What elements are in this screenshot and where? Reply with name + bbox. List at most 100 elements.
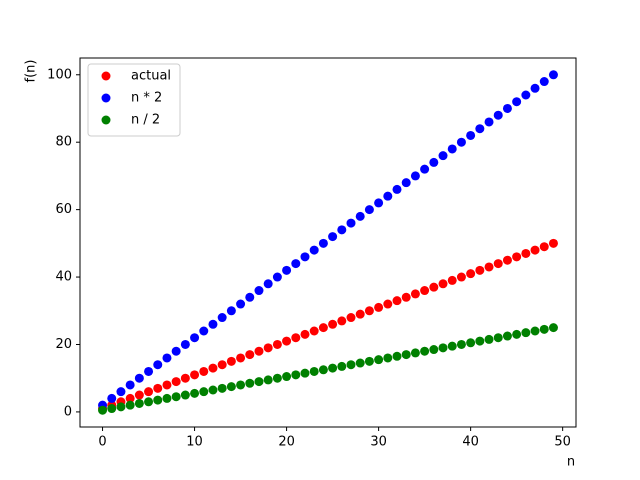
point [493,259,503,269]
point [236,299,246,309]
point [438,343,448,353]
y-tick-label: 0 [64,404,72,419]
x-tick-label: 10 [186,435,203,450]
point [355,309,365,319]
y-tick-label: 20 [55,337,72,352]
point [272,339,282,349]
x-tick-label: 0 [98,435,106,450]
point [539,242,549,252]
legend-label: actual [131,69,171,84]
point [171,377,181,387]
point [456,137,466,147]
point [300,329,310,339]
y-tick-label: 60 [55,202,72,217]
point [245,378,255,388]
point [272,373,282,383]
point [502,255,512,265]
y-tick-label: 80 [55,135,72,150]
point [144,366,154,376]
point [512,329,522,339]
point [153,383,163,393]
x-tick-label: 50 [554,435,571,450]
legend-label: n / 2 [131,113,160,128]
point [125,380,135,390]
point [162,393,172,403]
point [107,404,117,414]
point [484,117,494,127]
point [328,232,338,242]
point [328,363,338,373]
series [98,238,558,414]
point [429,282,439,292]
point [282,265,292,275]
point [521,90,531,100]
point [309,366,319,376]
point [245,292,255,302]
point [116,402,126,412]
point [180,339,190,349]
point [383,299,393,309]
point [318,238,328,248]
point [346,360,356,370]
point [420,346,430,356]
point [466,130,476,140]
point [466,269,476,279]
point [447,144,457,154]
point [116,387,126,397]
point [493,333,503,343]
point [383,191,393,201]
point [190,333,200,343]
series [98,323,558,415]
point [374,302,384,312]
point [199,326,209,336]
point [190,370,200,380]
legend: actual n * 2 n / 2 [87,63,181,137]
legend-box [87,63,181,137]
point [254,377,264,387]
point [107,393,117,403]
point [226,382,236,392]
point [539,77,549,87]
point [199,387,209,397]
point [217,360,227,370]
point [530,245,540,255]
point [318,365,328,375]
point [355,358,365,368]
point [226,306,236,316]
point [180,373,190,383]
point [512,252,522,262]
point [309,326,319,336]
point [217,383,227,393]
point [190,388,200,398]
point [374,355,384,365]
point [208,385,218,395]
point [539,324,549,334]
point [291,370,301,380]
y-axis-label: f(n) [24,60,39,83]
plot-frame [79,57,577,428]
legend-marker [101,115,111,125]
point [548,238,558,248]
point [263,279,273,289]
point [254,286,264,296]
point [502,103,512,113]
point [392,351,402,361]
point [530,326,540,336]
point [401,292,411,302]
point [410,348,420,358]
point [144,387,154,397]
point [98,405,108,415]
point [521,328,531,338]
point [162,353,172,363]
x-tick-label: 30 [370,435,387,450]
point [484,262,494,272]
point [401,350,411,360]
point [282,336,292,346]
legend-marker [101,71,111,81]
series [98,70,558,410]
point [291,259,301,269]
point [484,334,494,344]
x-tick-label: 40 [462,435,479,450]
x-tick-label: 20 [278,435,295,450]
point [521,248,531,258]
